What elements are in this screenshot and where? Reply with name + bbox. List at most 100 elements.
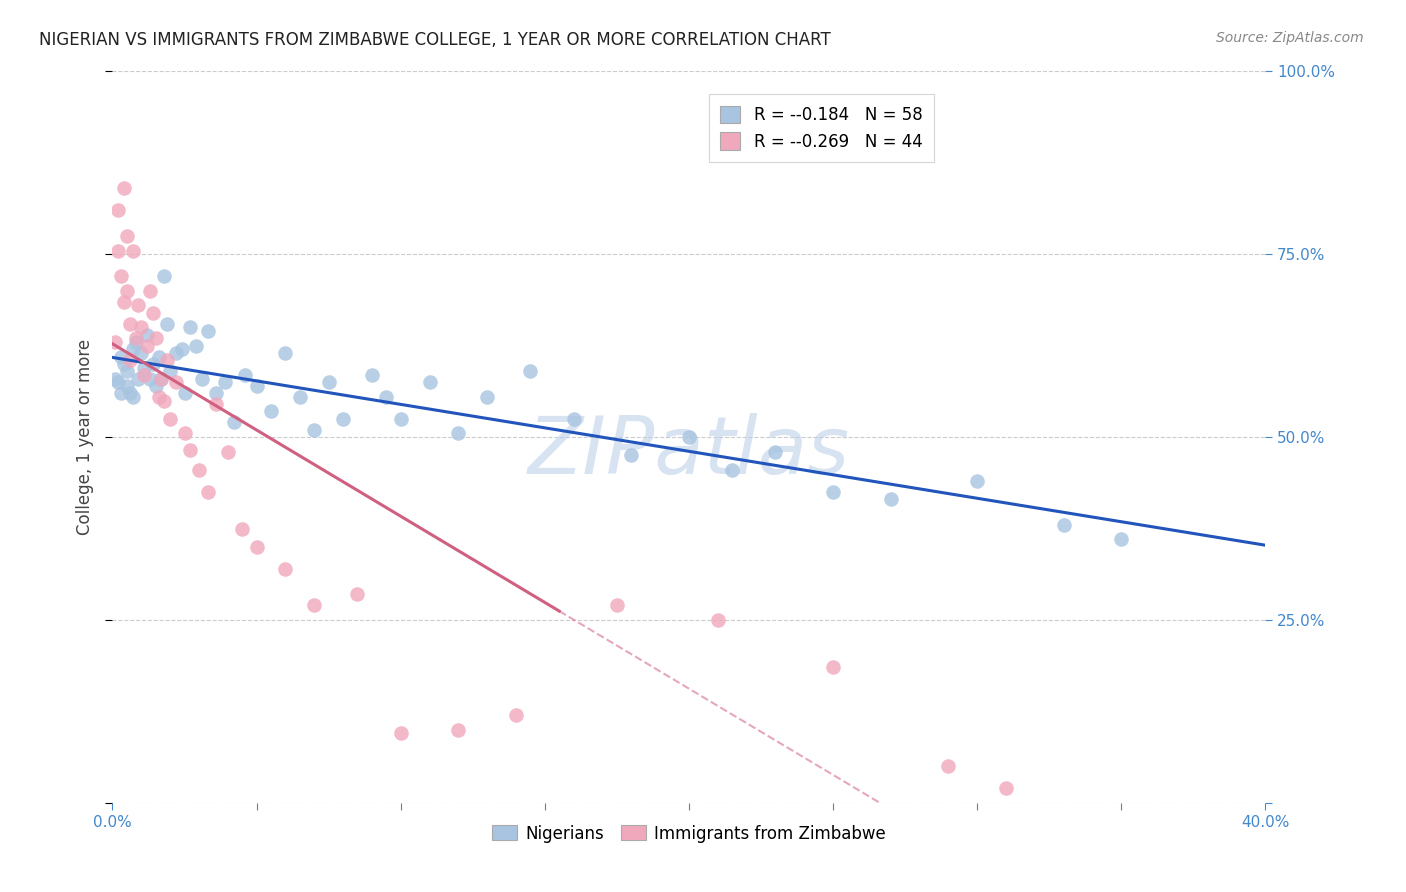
Point [107, 244, 129, 258]
Point [107, 376, 129, 390]
Text: Source: ZipAtlas.com: Source: ZipAtlas.com [1216, 31, 1364, 45]
Point [721, 463, 744, 477]
Point [304, 599, 326, 613]
Point [110, 269, 132, 284]
Text: ZIPatlas: ZIPatlas [527, 413, 851, 491]
Point [562, 412, 585, 426]
Point [419, 376, 441, 390]
Point [188, 463, 211, 477]
Point [104, 371, 127, 385]
Point [104, 334, 127, 349]
Point [145, 331, 167, 345]
Point [121, 343, 143, 357]
Point [121, 390, 143, 404]
Point [159, 364, 181, 378]
Point [260, 404, 283, 418]
Point [150, 371, 173, 385]
Point [165, 346, 187, 360]
Point [707, 613, 730, 627]
Point [447, 723, 470, 737]
Point [115, 228, 138, 243]
Point [205, 386, 228, 401]
Point [173, 386, 195, 401]
Point [139, 284, 162, 298]
Point [197, 485, 219, 500]
Point [148, 390, 170, 404]
Point [179, 320, 201, 334]
Point [127, 371, 149, 385]
Point [112, 294, 135, 309]
Point [110, 386, 132, 401]
Point [214, 376, 236, 390]
Point [205, 397, 228, 411]
Point [995, 781, 1018, 796]
Point [148, 350, 170, 364]
Point [222, 416, 245, 430]
Point [139, 371, 162, 385]
Point [231, 521, 253, 535]
Point [184, 338, 207, 352]
Point [127, 298, 149, 312]
Point [606, 599, 628, 613]
Point [118, 386, 141, 401]
Point [966, 474, 988, 488]
Point [136, 327, 159, 342]
Point [115, 364, 138, 378]
Point [217, 444, 239, 458]
Point [107, 203, 129, 218]
Point [150, 371, 173, 385]
Point [153, 393, 176, 408]
Point [156, 353, 179, 368]
Point [375, 390, 398, 404]
Point [129, 346, 153, 360]
Point [233, 368, 256, 382]
Point [821, 660, 844, 674]
Point [505, 708, 527, 723]
Point [389, 412, 412, 426]
Point [112, 357, 135, 371]
Legend: Nigerians, Immigrants from Zimbabwe: Nigerians, Immigrants from Zimbabwe [485, 818, 893, 849]
Point [389, 726, 412, 740]
Point [332, 412, 354, 426]
Point [304, 423, 326, 437]
Point [118, 317, 141, 331]
Point [197, 324, 219, 338]
Point [274, 346, 297, 360]
Text: NIGERIAN VS IMMIGRANTS FROM ZIMBABWE COLLEGE, 1 YEAR OR MORE CORRELATION CHART: NIGERIAN VS IMMIGRANTS FROM ZIMBABWE COL… [39, 31, 831, 49]
Point [145, 379, 167, 393]
Point [124, 331, 146, 345]
Point [173, 426, 195, 441]
Point [112, 181, 135, 195]
Point [678, 430, 700, 444]
Point [134, 368, 156, 382]
Point [115, 284, 138, 298]
Point [142, 357, 165, 371]
Point [246, 379, 269, 393]
Y-axis label: College, 1 year or more: College, 1 year or more [76, 339, 94, 535]
Point [246, 540, 269, 554]
Point [360, 368, 382, 382]
Point [936, 759, 959, 773]
Point [115, 379, 138, 393]
Point [121, 244, 143, 258]
Point [346, 587, 368, 601]
Point [156, 317, 179, 331]
Point [159, 412, 181, 426]
Point [124, 334, 146, 349]
Point [1111, 533, 1133, 547]
Point [620, 448, 643, 462]
Point [165, 376, 187, 390]
Point [475, 390, 499, 404]
Point [170, 343, 193, 357]
Point [134, 360, 156, 375]
Point [110, 350, 132, 364]
Point [191, 371, 214, 385]
Point [142, 306, 165, 320]
Point [765, 444, 787, 458]
Point [519, 364, 541, 378]
Point [1053, 517, 1076, 532]
Point [179, 442, 201, 457]
Point [129, 320, 153, 334]
Point [880, 492, 903, 507]
Point [821, 485, 844, 500]
